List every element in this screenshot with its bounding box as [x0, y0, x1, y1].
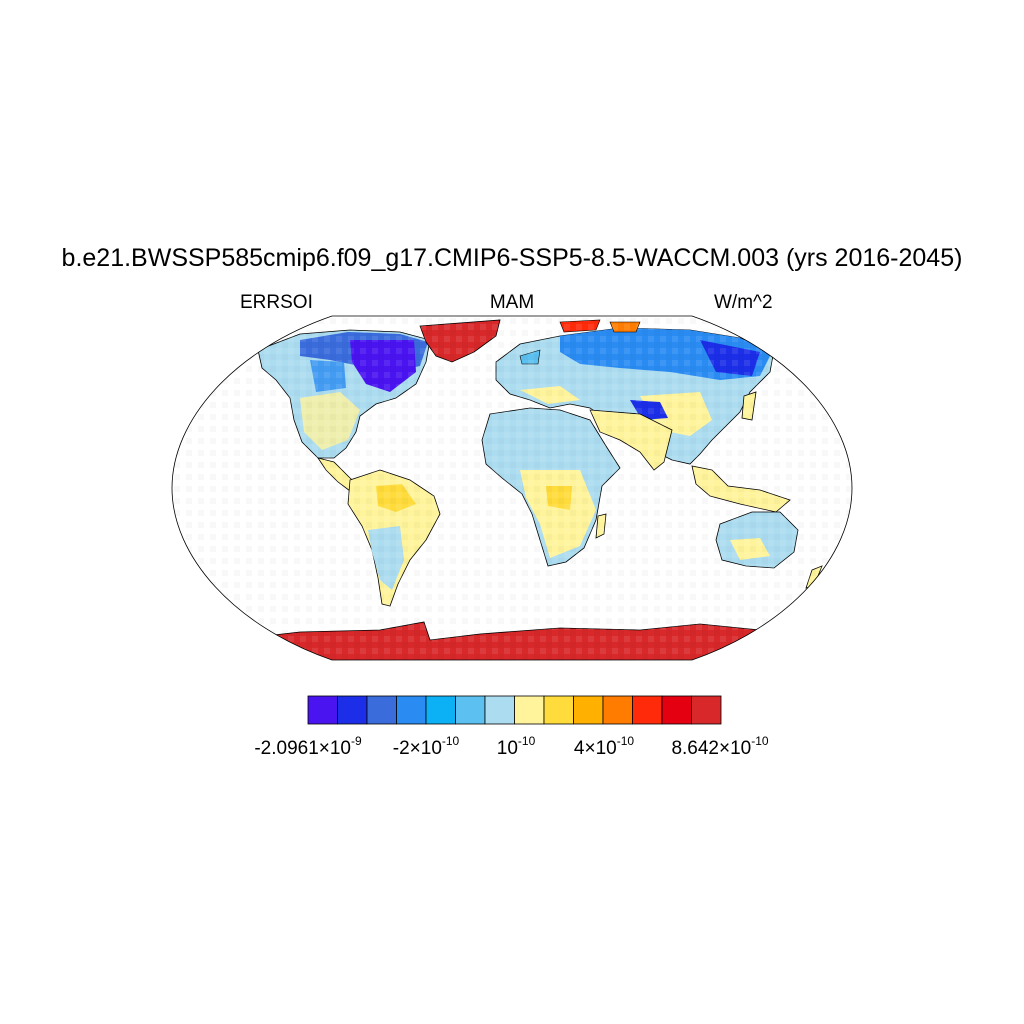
- season-label: MAM: [489, 292, 535, 313]
- colorbar-box: [514, 695, 545, 725]
- colorbar-box: [484, 695, 515, 725]
- units-label: W/m^2: [714, 292, 773, 313]
- colorbar-box: [602, 695, 633, 725]
- colorbar-box: [661, 695, 692, 725]
- colorbar-box: [573, 695, 604, 725]
- colorbar-label-max: 8.642×10-10: [671, 734, 769, 759]
- colorbar-box: [543, 695, 574, 725]
- plot-title: b.e21.BWSSP585cmip6.f09_g17.CMIP6-SSP5-8…: [61, 244, 963, 272]
- colorbar-box: [425, 695, 456, 725]
- globe-outline: [171, 315, 853, 661]
- colorbar-box: [307, 695, 338, 725]
- colorbar-box: [691, 695, 722, 725]
- colorbar-box: [632, 695, 663, 725]
- colorbar-label-2: -2×10-10: [392, 734, 460, 759]
- colorbar-label-4: 4×10-10: [573, 734, 635, 759]
- colorbar-box: [337, 695, 368, 725]
- colorbar-box: [455, 695, 486, 725]
- colorbar-label-min: -2.0961×10-9: [254, 734, 362, 759]
- variable-label: ERRSOI: [240, 292, 313, 313]
- colorbar: [307, 695, 722, 725]
- colorbar-label-3: 10-10: [496, 734, 536, 759]
- colorbar-box: [396, 695, 427, 725]
- colorbar-box: [366, 695, 397, 725]
